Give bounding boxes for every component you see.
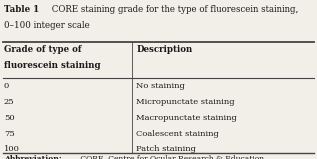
Text: 75: 75	[4, 130, 15, 138]
Text: CORE, Centre for Ocular Research & Education.: CORE, Centre for Ocular Research & Educa…	[78, 155, 267, 159]
Text: CORE staining grade for the type of fluorescein staining,: CORE staining grade for the type of fluo…	[49, 5, 299, 14]
Text: Table 1: Table 1	[4, 5, 39, 14]
Text: 0: 0	[4, 82, 9, 90]
Text: 50: 50	[4, 114, 15, 122]
Text: Micropunctate staining: Micropunctate staining	[136, 98, 235, 106]
Text: No staining: No staining	[136, 82, 185, 90]
Text: Coalescent staining: Coalescent staining	[136, 130, 219, 138]
Text: 0–100 integer scale: 0–100 integer scale	[4, 21, 90, 30]
Text: Abbreviation:: Abbreviation:	[4, 155, 61, 159]
Text: fluorescein staining: fluorescein staining	[4, 61, 100, 70]
Text: Macropunctate staining: Macropunctate staining	[136, 114, 237, 122]
Text: Patch staining: Patch staining	[136, 145, 196, 153]
Text: 25: 25	[4, 98, 15, 106]
Text: Grade of type of: Grade of type of	[4, 45, 81, 54]
Text: Description: Description	[136, 45, 192, 54]
Text: 100: 100	[4, 145, 20, 153]
